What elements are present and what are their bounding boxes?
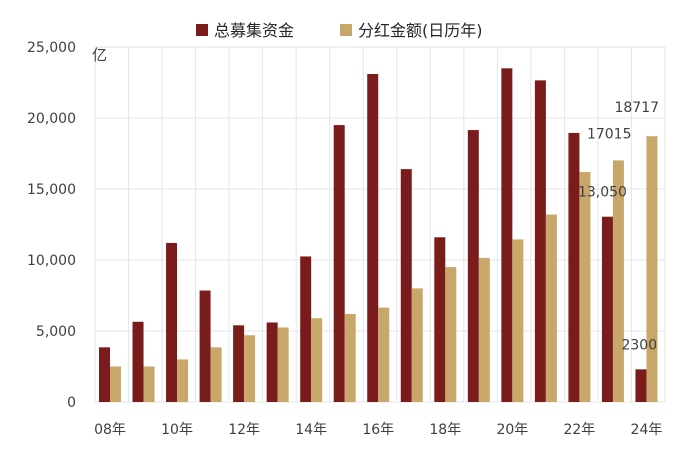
bar-total-raised [534, 80, 546, 403]
bar-dividends [612, 160, 624, 402]
bar-total-raised [601, 216, 613, 402]
bar-total-raised [434, 237, 446, 402]
grid-lines [94, 46, 666, 403]
bar-dividends [177, 359, 189, 402]
bar-dividends [210, 347, 222, 402]
data-label: 17015 [587, 126, 632, 142]
y-tick-label: 10,000 [27, 253, 76, 269]
x-tick-label: 16年 [362, 422, 394, 438]
bar-total-raised [333, 125, 345, 402]
bar-dividends [445, 267, 457, 402]
bar-total-raised [367, 73, 379, 402]
bar-dividends [478, 257, 490, 402]
data-labels: 13,050 2300 17015 18717 [578, 100, 659, 353]
legend-label-total-raised: 总募集资金 [214, 21, 294, 40]
bar-dividends [579, 171, 591, 402]
x-tick-label: 22年 [563, 422, 595, 438]
legend-swatch-dividends [340, 24, 352, 36]
bar-total-raised [568, 132, 580, 402]
y-tick-label: 15,000 [27, 182, 76, 198]
bar-dividends [311, 318, 323, 402]
x-tick-label: 08年 [94, 422, 126, 438]
y-tick-label: 5,000 [36, 324, 76, 340]
y-tick-label: 25,000 [27, 40, 76, 56]
x-axis-ticks: 08年 10年 12年 14年 16年 18年 20年 22年 24年 [94, 422, 662, 438]
bar-dividends [110, 366, 121, 402]
unit-label: 亿 [92, 46, 107, 64]
bar-dividends [512, 239, 524, 402]
bar-total-raised [400, 169, 412, 402]
y-axis-ticks: 0 5,000 10,000 15,000 20,000 25,000 [27, 40, 76, 411]
legend-swatch-total-raised [196, 24, 208, 36]
bar-total-raised [300, 256, 312, 402]
bar-dividends [646, 136, 658, 402]
x-tick-label: 14年 [295, 422, 327, 438]
bar-total-raised [166, 242, 178, 402]
x-tick-label: 12年 [228, 422, 260, 438]
bar-total-raised [132, 321, 144, 402]
bar-dividends [344, 313, 356, 402]
legend: 总募集资金 分红金额(日历年) [196, 21, 483, 40]
x-tick-label: 10年 [161, 422, 193, 438]
y-tick-label: 0 [67, 395, 76, 411]
x-tick-label: 18年 [429, 422, 461, 438]
bar-total-raised [266, 322, 278, 402]
y-tick-label: 20,000 [27, 111, 76, 127]
data-label: 18717 [614, 100, 659, 116]
x-tick-label: 24年 [631, 422, 663, 438]
data-label: 2300 [621, 337, 657, 353]
bar-total-raised [467, 130, 479, 402]
bar-dividends [277, 327, 289, 402]
bar-total-raised [199, 290, 211, 402]
bar-dividends [244, 335, 256, 402]
bar-dividends [378, 307, 390, 402]
data-label: 13,050 [578, 185, 627, 201]
bars [99, 68, 658, 403]
x-tick-label: 20年 [496, 422, 528, 438]
bar-total-raised [501, 68, 513, 403]
legend-label-dividends: 分红金额(日历年) [358, 21, 483, 40]
bar-dividends [143, 366, 155, 402]
bar-dividends [411, 288, 423, 402]
bar-total-raised [99, 347, 110, 402]
bar-total-raised [233, 325, 245, 402]
bar-total-raised [635, 369, 647, 402]
bar-dividends [545, 214, 557, 402]
